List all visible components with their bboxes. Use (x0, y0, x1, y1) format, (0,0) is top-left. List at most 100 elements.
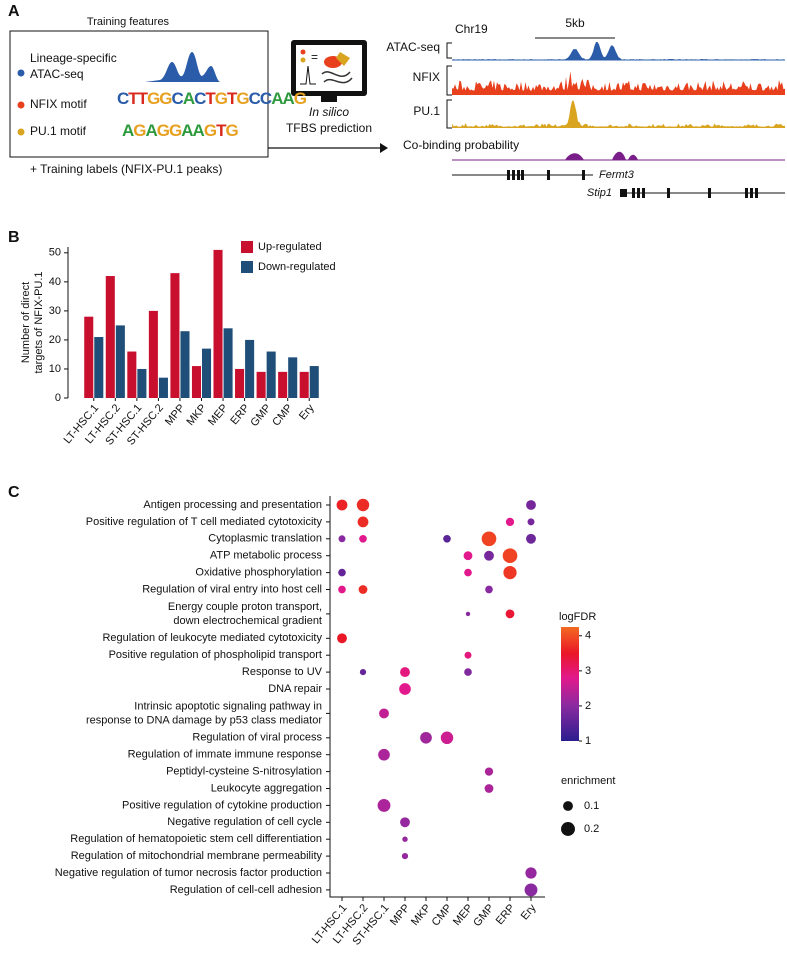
dot (484, 784, 494, 793)
colorbar-tick-label: 4 (585, 630, 591, 642)
bar (180, 331, 190, 398)
legend-label: Down-regulated (258, 261, 336, 273)
bar (288, 357, 298, 398)
exon (750, 188, 753, 198)
y-tick-label: Positive regulation of phospholipid tran… (109, 649, 322, 661)
dot (357, 516, 369, 528)
exon (507, 170, 510, 180)
bar (213, 249, 223, 398)
size-legend-label: 0.1 (584, 800, 599, 812)
exon (667, 188, 670, 198)
track-signal (452, 42, 785, 60)
x-tick-label: ERP (228, 402, 252, 427)
exon (620, 189, 627, 197)
dot (484, 767, 494, 776)
track-label: NFIX (413, 70, 440, 84)
icon-pu1 (336, 52, 350, 66)
dot (502, 548, 518, 564)
track-bracket (446, 99, 452, 129)
track-signal (452, 71, 785, 95)
cobinding-label: Co-binding probability (403, 138, 519, 152)
feature-label: NFIX motif (30, 97, 87, 111)
size-legend-dot (561, 822, 575, 836)
monitor-screen (296, 45, 362, 91)
atac-icon (145, 52, 220, 82)
y-tick-label: Regulation of viral process (192, 732, 322, 744)
y-tick-label: Regulation of cell-cell adhesion (170, 884, 322, 896)
track-label: PU.1 (413, 104, 440, 118)
bar (137, 368, 147, 398)
y-tick-label: Oxidative phosphorylation (195, 567, 322, 579)
bar (127, 351, 137, 398)
y-tick-label: Positive regulation of cytokine producti… (122, 799, 322, 811)
x-tick-label: MKP (185, 402, 210, 428)
feature-label: Lineage-specific (30, 51, 117, 65)
panel-label: A (8, 3, 20, 20)
bar (223, 328, 233, 398)
dot (338, 535, 346, 543)
dot (503, 565, 517, 580)
chromosome: Chr19 (455, 22, 488, 36)
axes (329, 496, 545, 898)
exon (637, 188, 640, 198)
y-tick-label: Negative regulation of tumor necrosis fa… (55, 867, 322, 879)
dot (377, 798, 391, 812)
dot (440, 731, 454, 745)
y-tick-label: Response to UV (242, 666, 323, 678)
dot (505, 609, 515, 619)
dot (359, 534, 367, 543)
panel-a-layout: = (9, 30, 785, 198)
training-labels: + Training labels (NFIX-PU.1 peaks) (30, 162, 222, 176)
dot (356, 498, 370, 512)
y-tick-label: 50 (49, 247, 61, 259)
y-tick-label: Regulation of hematopoietic stem cell di… (70, 833, 322, 845)
dot (465, 611, 471, 617)
dot (378, 748, 390, 761)
x-tick-label: Ery (297, 402, 317, 423)
track-signal (452, 100, 785, 128)
dot (401, 852, 409, 860)
dot (336, 499, 348, 511)
dot (464, 651, 472, 659)
legend-label: Up-regulated (258, 241, 322, 253)
dot (464, 568, 472, 577)
y-tick-label: 0 (55, 392, 61, 404)
dot (420, 731, 432, 744)
dot (505, 517, 515, 527)
colorbar-title: logFDR (559, 611, 596, 623)
bar (94, 337, 104, 398)
exon (745, 188, 748, 198)
y-tick-label: down electrochemical gradient (173, 615, 322, 627)
bar (191, 366, 201, 398)
bar (245, 339, 255, 398)
x-tick-label: ERP (494, 902, 518, 927)
icon-peak (300, 65, 316, 85)
size-legend-title: enrichment (561, 775, 615, 787)
gene-label: Stip1 (587, 187, 612, 199)
exon (517, 170, 520, 180)
feature-label: ATAC-seq (30, 67, 84, 81)
y-tick-label: Regulation of viral entry into host cell (142, 583, 322, 595)
y-tick-label: Negative regulation of cell cycle (167, 816, 322, 828)
feature-dot (17, 128, 25, 136)
size-legend-label: 0.2 (584, 823, 599, 835)
prediction: TFBS prediction (286, 121, 372, 135)
size-legend-dot (563, 801, 573, 811)
y-tick-label: Leukocyte aggregation (211, 782, 322, 794)
motif: AGAGGAAGTG (122, 121, 238, 140)
y-axis-label: targets of NFIX-PU.1 (33, 271, 45, 373)
colorbar-tick-label: 1 (585, 735, 591, 747)
dot (463, 551, 473, 561)
x-tick-label: GMP (248, 402, 273, 429)
exon (547, 170, 550, 180)
y-tick-label: response to DNA damage by p53 class medi… (86, 714, 322, 726)
bar (309, 366, 319, 398)
feature-dot (17, 69, 25, 77)
prediction: In silico (309, 105, 349, 119)
bar (299, 371, 309, 398)
y-tick-label: DNA repair (268, 683, 322, 695)
exon (708, 188, 711, 198)
feature-box (9, 30, 269, 158)
gene-label: Fermt3 (599, 169, 635, 181)
